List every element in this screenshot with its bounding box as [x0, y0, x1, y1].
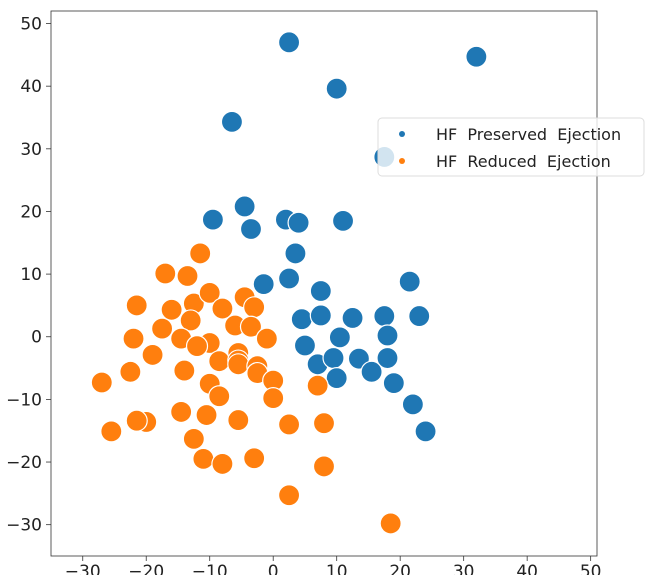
x-tick-label: −20 — [128, 562, 164, 575]
data-point — [277, 413, 301, 436]
data-point — [151, 317, 174, 340]
y-axis: −30 −20 −10 0 10 20 30 40 50 — [6, 15, 51, 536]
data-point — [306, 374, 329, 397]
data-point — [208, 385, 231, 408]
data-point — [309, 304, 332, 327]
data-point — [360, 360, 383, 383]
data-point — [252, 273, 275, 296]
data-point — [382, 372, 405, 395]
data-point — [277, 484, 301, 507]
x-tick-label: 10 — [326, 562, 348, 575]
y-tick-label: 40 — [20, 77, 42, 97]
data-point — [255, 327, 278, 350]
data-point — [325, 77, 348, 100]
data-point — [185, 335, 209, 358]
data-point — [239, 315, 263, 338]
data-point — [154, 262, 177, 285]
x-tick-label: 0 — [268, 562, 279, 575]
legend-marker — [399, 158, 405, 164]
data-point — [211, 452, 234, 476]
legend-box — [377, 117, 645, 177]
data-point — [341, 306, 364, 330]
data-point — [125, 294, 148, 317]
y-tick-label: 30 — [20, 140, 42, 160]
x-tick-label: 20 — [389, 562, 411, 575]
y-tick-label: −20 — [6, 453, 42, 473]
data-point — [376, 324, 399, 347]
data-point — [322, 346, 345, 370]
plot-border — [50, 10, 598, 557]
data-point — [198, 281, 221, 304]
data-point — [243, 296, 266, 319]
data-point — [201, 208, 224, 231]
y-tick-label: 50 — [20, 15, 42, 35]
data-point — [227, 353, 250, 376]
data-point — [170, 400, 193, 424]
data-point — [408, 304, 431, 328]
legend-marker — [399, 131, 405, 137]
data-point — [100, 420, 123, 443]
x-tick-label: −10 — [192, 562, 228, 575]
data-point — [220, 110, 244, 133]
legend-label: HF Reduced Ejection — [436, 152, 611, 171]
data-point — [179, 309, 202, 332]
data-point — [195, 403, 218, 427]
data-point — [309, 279, 332, 303]
data-point — [290, 308, 313, 331]
x-axis: −30 −20 −10 0 10 20 30 40 50 — [65, 556, 602, 575]
y-tick-label: 20 — [20, 202, 42, 222]
data-point — [122, 327, 145, 350]
data-point — [239, 217, 263, 241]
data-point — [331, 209, 355, 232]
plot-frame — [50, 10, 598, 557]
data-point — [211, 297, 234, 320]
y-tick-label: 0 — [31, 328, 42, 348]
data-point — [325, 366, 348, 390]
x-tick-label: 50 — [580, 562, 602, 575]
y-tick-label: −10 — [6, 390, 42, 410]
data-point — [176, 264, 199, 288]
data-point — [287, 211, 310, 234]
legend: HF Preserved Ejection HF Reduced Ejection — [377, 117, 645, 177]
data-point — [243, 447, 266, 470]
data-point — [373, 304, 396, 328]
series-preserved — [201, 31, 488, 443]
data-point — [227, 408, 250, 432]
data-point — [125, 409, 148, 432]
data-point — [277, 267, 301, 290]
data-point — [284, 242, 307, 265]
x-tick-label: 40 — [516, 562, 538, 575]
data-point — [182, 427, 205, 450]
legend-label: HF Preserved Ejection — [436, 125, 621, 144]
x-tick-label: −30 — [65, 562, 101, 575]
data-point — [277, 31, 301, 54]
data-point — [192, 447, 215, 471]
data-point — [189, 242, 212, 265]
x-tick-label: 30 — [453, 562, 475, 575]
data-point — [379, 512, 402, 535]
data-point — [414, 420, 437, 443]
data-point — [328, 326, 351, 349]
data-point — [398, 270, 421, 293]
data-point — [262, 387, 285, 410]
data-point — [208, 350, 231, 373]
data-point — [173, 359, 196, 382]
data-point — [160, 298, 183, 321]
data-point — [233, 195, 256, 218]
series-reduced — [90, 242, 402, 535]
scatter-points — [90, 31, 488, 535]
data-point — [376, 346, 399, 370]
data-point — [312, 412, 336, 435]
data-point — [465, 45, 488, 68]
data-point — [90, 371, 113, 394]
data-point — [141, 343, 164, 367]
y-tick-label: 10 — [20, 265, 42, 285]
data-point — [312, 455, 336, 478]
data-point — [293, 334, 317, 357]
data-point — [119, 360, 142, 383]
data-point — [401, 393, 424, 416]
y-tick-label: −30 — [6, 516, 42, 536]
